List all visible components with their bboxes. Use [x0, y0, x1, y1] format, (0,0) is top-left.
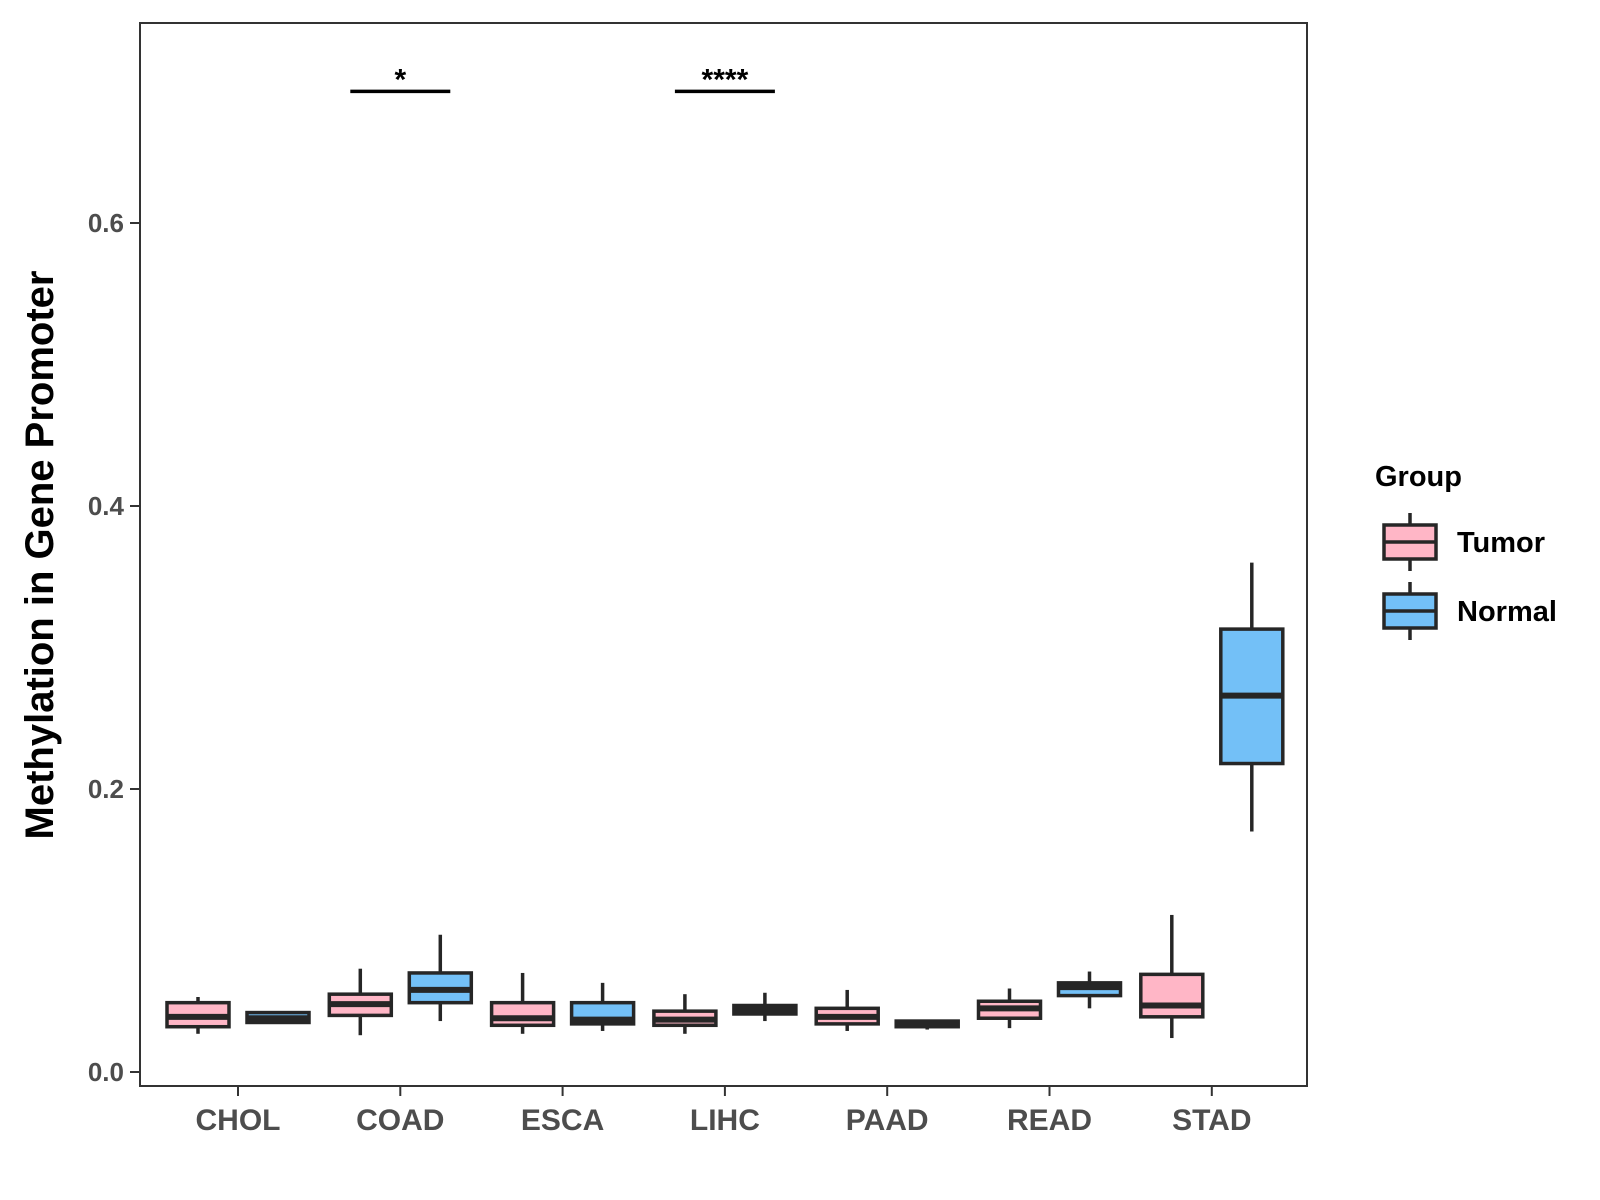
significance-coad: *: [350, 63, 451, 96]
x-tick-label-paad: PAAD: [846, 1104, 929, 1137]
x-tick-label-stad: STAD: [1172, 1104, 1251, 1137]
x-tick-label-esca: ESCA: [521, 1104, 604, 1137]
y-tick-label: 0.2: [88, 774, 124, 804]
significance-lihc: ****: [674, 63, 775, 96]
x-axis: CHOL COAD ESCA LIHC PAAD READ STAD: [196, 1086, 1252, 1137]
x-tick-label-coad: COAD: [356, 1104, 444, 1137]
box-tumor-read: [976, 988, 1043, 1029]
box-normal-read: [1056, 971, 1123, 1009]
box-body: [1139, 972, 1205, 1019]
box-normal-paad: [894, 1019, 960, 1030]
box-tumor-stad: [1139, 914, 1205, 1039]
plot-panel-border: [139, 22, 1308, 1087]
legend-entry-tumor: Tumor: [1382, 513, 1545, 571]
y-tick-label: 0.6: [88, 208, 124, 238]
legend: Group Tumor Normal: [1375, 461, 1557, 640]
x-tick-label-read: READ: [1007, 1104, 1092, 1137]
legend-label: Tumor: [1457, 527, 1545, 559]
box-tumor-paad: [814, 989, 880, 1031]
legend-title: Group: [1375, 461, 1462, 493]
significance-label: ****: [702, 63, 749, 96]
plot-background: [140, 23, 1307, 1086]
x-tick-label-chol: CHOL: [196, 1104, 281, 1137]
y-tick-label: 0.4: [88, 491, 125, 521]
box-normal-lihc: [732, 992, 798, 1022]
legend-label: Normal: [1457, 596, 1557, 628]
box-tumor-coad: [327, 968, 394, 1036]
y-tick-label: 0.0: [88, 1057, 124, 1087]
box-tumor-chol: [165, 997, 231, 1034]
box-normal-chol: [245, 1010, 311, 1025]
y-axis-title: Methylation in Gene Promoter: [18, 271, 62, 840]
significance-annotations: * ****: [350, 63, 775, 96]
significance-label: *: [394, 63, 406, 96]
box-body: [489, 1000, 556, 1028]
box-normal-esca: [569, 982, 636, 1031]
box-tumor-esca: [489, 972, 556, 1034]
box-tumor-lihc: [652, 994, 718, 1034]
box-normal-stad: [1219, 562, 1285, 832]
boxes-layer: [165, 562, 1285, 1039]
y-axis: 0.0 0.2 0.4 0.6: [88, 208, 140, 1087]
legend-entry-normal: Normal: [1382, 582, 1557, 640]
x-tick-label-lihc: LIHC: [690, 1104, 760, 1137]
box-normal-coad: [407, 934, 474, 1022]
